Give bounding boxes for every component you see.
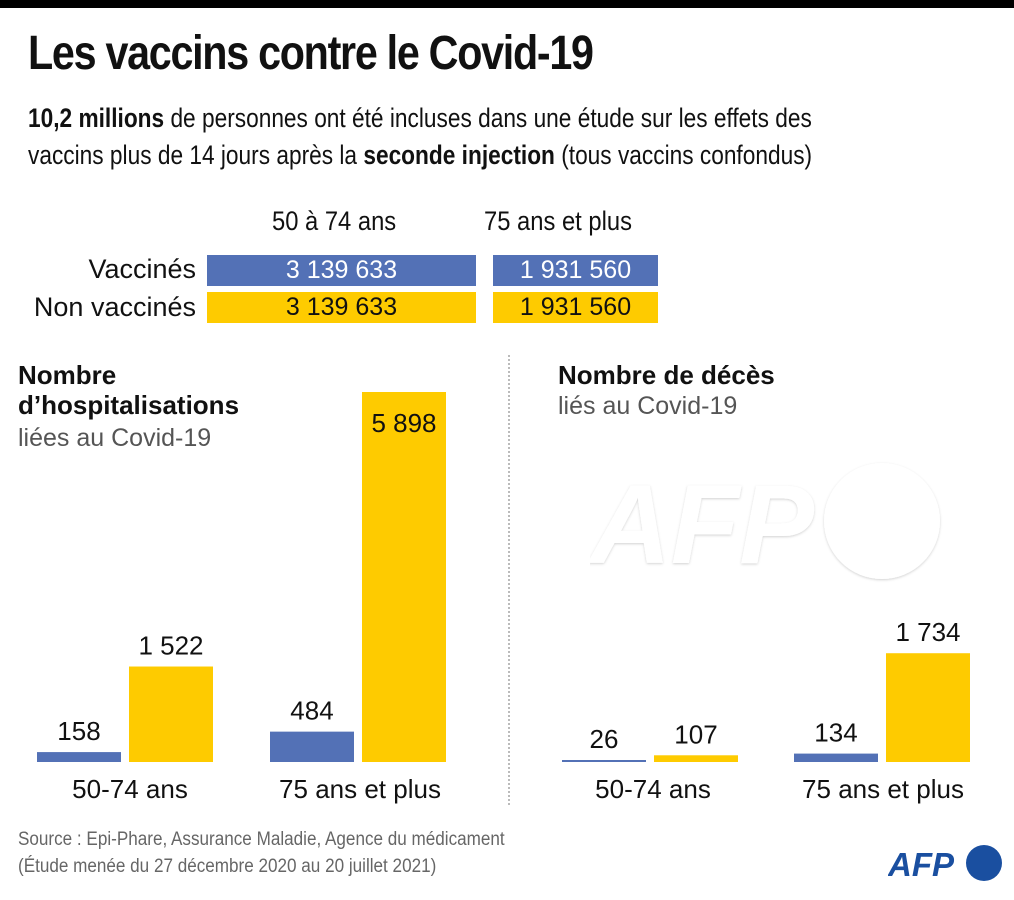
population-cell-unvaccinated: 1 931 560	[493, 292, 658, 323]
watermark-text: AFP	[590, 462, 814, 585]
page-title: Les vaccins contre le Covid-19	[28, 27, 594, 80]
population-cell-vaccinated: 1 931 560	[493, 255, 658, 286]
chart-subtitle-deaths: liés au Covid-19	[558, 392, 738, 420]
subtitle-highlight-count: 10,2 millions	[28, 103, 165, 133]
bar-value-label: 484	[290, 696, 333, 726]
top-bar	[0, 0, 1014, 8]
chart-title-hospitalisations: Nombre d’hospitalisations	[18, 360, 239, 420]
afp-logo-circle	[966, 845, 1002, 881]
bar-value-label: 107	[674, 719, 717, 749]
bar-value-label: 1 734	[895, 617, 960, 647]
bar-value-label: 158	[57, 716, 100, 746]
afp-logo[interactable]: AFP	[888, 845, 1004, 881]
bar-charts: 158 1 522 50-74 ans 484 5 898 75 ans et plus 2…	[37, 392, 970, 804]
bar-vaccinated	[37, 752, 121, 762]
bar-value-label: 134	[814, 718, 857, 748]
population-cell-vaccinated: 3 139 633	[207, 255, 476, 286]
chart-subtitle-hospitalisations: liées au Covid-19	[18, 424, 212, 452]
population-col-header: 50 à 74 ans	[272, 206, 397, 236]
source-note: Source : Epi-Phare, Assurance Maladie, A…	[18, 826, 505, 880]
bar-value-label: 5 898	[371, 408, 436, 438]
chart-divider	[508, 355, 510, 805]
subtitle: 10,2 millions de personnes ont été inclu…	[28, 100, 812, 174]
subtitle-highlight-injection: seconde injection	[363, 140, 555, 170]
population-col-header: 75 ans et plus	[484, 206, 632, 236]
bar-value-label: 1 522	[138, 631, 203, 661]
population-row-label: Non vaccinés	[33, 292, 196, 322]
bar-unvaccinated	[654, 755, 738, 762]
afp-logo-text: AFP	[888, 846, 955, 881]
category-label: 50-74 ans	[72, 774, 188, 804]
bar-unvaccinated	[362, 392, 446, 762]
bar-vaccinated	[562, 760, 646, 762]
bar-unvaccinated	[886, 653, 970, 762]
population-cell-unvaccinated: 3 139 633	[207, 292, 476, 323]
subtitle-text: de personnes ont été incluses dans une é…	[164, 103, 812, 133]
category-label: 75 ans et plus	[279, 774, 441, 804]
population-row-label: Vaccinés	[88, 254, 196, 284]
study-period-text: (Étude menée du 27 décembre 2020 au 20 j…	[18, 856, 437, 877]
category-label: 75 ans et plus	[802, 774, 964, 804]
source-text: Source : Epi-Phare, Assurance Maladie, A…	[18, 829, 505, 850]
category-label: 50-74 ans	[595, 774, 711, 804]
subtitle-text: vaccins plus de 14 jours après la	[28, 140, 364, 170]
chart-title-line: d’hospitalisations	[18, 390, 240, 420]
chart-title-line: Nombre	[18, 360, 117, 390]
bar-vaccinated	[794, 753, 878, 762]
afp-watermark: AFP	[590, 462, 940, 585]
watermark-circle	[824, 463, 940, 579]
bar-vaccinated	[270, 731, 354, 762]
bar-value-label: 26	[590, 724, 619, 754]
chart-title-deaths: Nombre de décès	[558, 360, 775, 390]
subtitle-text: (tous vaccins confondus)	[554, 140, 813, 170]
bar-unvaccinated	[129, 666, 213, 762]
